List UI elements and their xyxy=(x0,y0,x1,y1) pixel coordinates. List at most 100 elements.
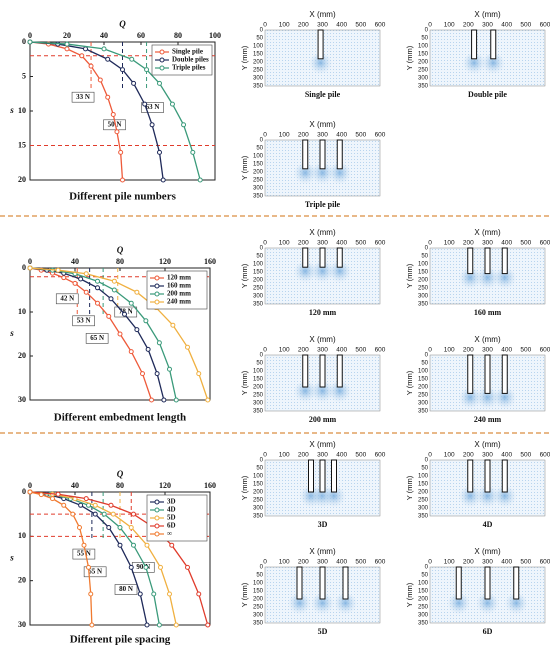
data-point xyxy=(106,524,112,530)
data-point xyxy=(118,149,124,155)
data-point xyxy=(167,366,172,372)
y-tick-label: 100 xyxy=(253,154,264,160)
pile xyxy=(484,247,491,275)
x-tick-label: 80 xyxy=(116,481,124,490)
panel-caption: 240 mm xyxy=(474,415,502,424)
y-axis-label: Y (mm) xyxy=(405,45,414,70)
data-point xyxy=(111,287,117,293)
legend-marker xyxy=(159,57,165,63)
y-tick-label: 50 xyxy=(421,361,428,367)
y-tick-label: 0 xyxy=(260,353,264,359)
y-axis-label: Y (mm) xyxy=(240,582,249,607)
x-tick-label: 300 xyxy=(482,559,493,566)
data-point xyxy=(149,397,154,403)
data-point xyxy=(83,496,89,502)
data-point xyxy=(27,489,33,495)
legend-marker xyxy=(154,531,160,537)
x-tick-label: 600 xyxy=(540,452,550,459)
data-point xyxy=(134,289,140,295)
x-tick-label: 600 xyxy=(375,559,386,566)
series-line xyxy=(29,491,161,626)
y-axis-label: s xyxy=(9,105,14,115)
x-tick-label: 0 xyxy=(263,559,267,566)
x-tick-label: 400 xyxy=(501,559,512,566)
data-point xyxy=(117,542,123,548)
pile xyxy=(467,247,474,275)
y-tick-label: 0 xyxy=(425,28,429,34)
data-point xyxy=(72,280,78,286)
y-axis-label: Y (mm) xyxy=(405,582,414,607)
x-tick-label: 400 xyxy=(336,347,347,354)
pile xyxy=(336,354,343,388)
x-tick-label: 60 xyxy=(137,31,145,40)
piv-panel: 0 100 200 300 400 500 600 0 50 100 150 200 250 300 350… xyxy=(240,10,386,99)
annotation: 65 N xyxy=(88,567,102,575)
series-line xyxy=(29,491,209,626)
y-tick-label: 100 xyxy=(253,474,264,480)
data-point xyxy=(83,289,89,295)
data-point xyxy=(128,300,134,306)
pile xyxy=(484,459,491,493)
x-tick-label: 500 xyxy=(355,559,366,566)
panel-caption: Single pile xyxy=(305,90,341,99)
displacement-bulb xyxy=(322,486,346,511)
data-point xyxy=(88,591,94,597)
data-point xyxy=(131,80,137,86)
y-tick-label: 200 xyxy=(253,278,264,284)
x-axis-label: X (mm) xyxy=(309,547,336,556)
y-tick-label: 350 xyxy=(253,302,264,308)
panel-caption: 3D xyxy=(318,520,328,529)
y-tick-label: 50 xyxy=(421,36,428,42)
x-axis-label: X (mm) xyxy=(309,440,336,449)
x-tick-label: 600 xyxy=(540,347,550,354)
x-tick-label: 300 xyxy=(317,559,328,566)
annotation: 63 N xyxy=(146,103,160,111)
piv-panel: 0 100 200 300 400 500 600 0 50 100 150 200 250 300 350… xyxy=(405,335,550,424)
pile xyxy=(490,29,497,60)
x-tick-label: 40 xyxy=(71,481,79,490)
x-tick-label: 500 xyxy=(520,452,531,459)
x-tick-label: 160 xyxy=(204,257,216,266)
y-tick-label: 200 xyxy=(253,170,264,176)
y-tick-label: 30 xyxy=(18,620,26,629)
annotation: 33 N xyxy=(76,93,90,101)
x-tick-label: 300 xyxy=(482,22,493,29)
panel-caption: 120 mm xyxy=(309,308,337,317)
y-tick-label: 50 xyxy=(421,573,428,579)
x-tick-label: 40 xyxy=(100,31,108,40)
displacement-bulb xyxy=(458,387,483,412)
panel-caption: 160 mm xyxy=(474,308,502,317)
data-point xyxy=(101,511,107,517)
piv-panel: 0 100 200 300 400 500 600 0 50 100 150 200 250 300 350… xyxy=(240,228,386,317)
y-tick-label: 50 xyxy=(256,466,263,472)
data-point xyxy=(142,101,148,107)
y-tick-label: 20 xyxy=(18,575,26,584)
y-tick-label: 200 xyxy=(253,490,264,496)
x-tick-label: 100 xyxy=(279,559,290,566)
data-point xyxy=(197,177,203,183)
pile xyxy=(331,459,337,493)
displacement-bulb xyxy=(475,268,500,292)
legend-marker xyxy=(154,507,160,513)
y-tick-label: 350 xyxy=(418,84,429,90)
data-point xyxy=(86,564,91,570)
piv-panel: 0 100 200 300 400 500 600 0 50 100 150 200 250 300 350… xyxy=(240,547,386,636)
panel-caption: Double pile xyxy=(468,90,507,99)
y-tick-label: 150 xyxy=(418,589,429,595)
y-tick-label: 10 xyxy=(18,106,26,115)
x-tick-label: 600 xyxy=(375,132,386,139)
annotation: 42 N xyxy=(60,294,74,302)
pile xyxy=(484,566,491,600)
annotation-box xyxy=(141,102,164,113)
y-tick-label: 150 xyxy=(418,270,429,276)
x-tick-label: 120 xyxy=(159,481,171,490)
y-tick-label: 250 xyxy=(418,498,429,504)
pile xyxy=(484,354,491,394)
series-line xyxy=(29,491,93,626)
annotation-box xyxy=(72,548,96,560)
pile xyxy=(308,459,314,493)
data-point xyxy=(78,502,84,508)
data-point xyxy=(128,524,134,530)
data-point xyxy=(128,564,134,570)
data-point xyxy=(122,311,127,317)
